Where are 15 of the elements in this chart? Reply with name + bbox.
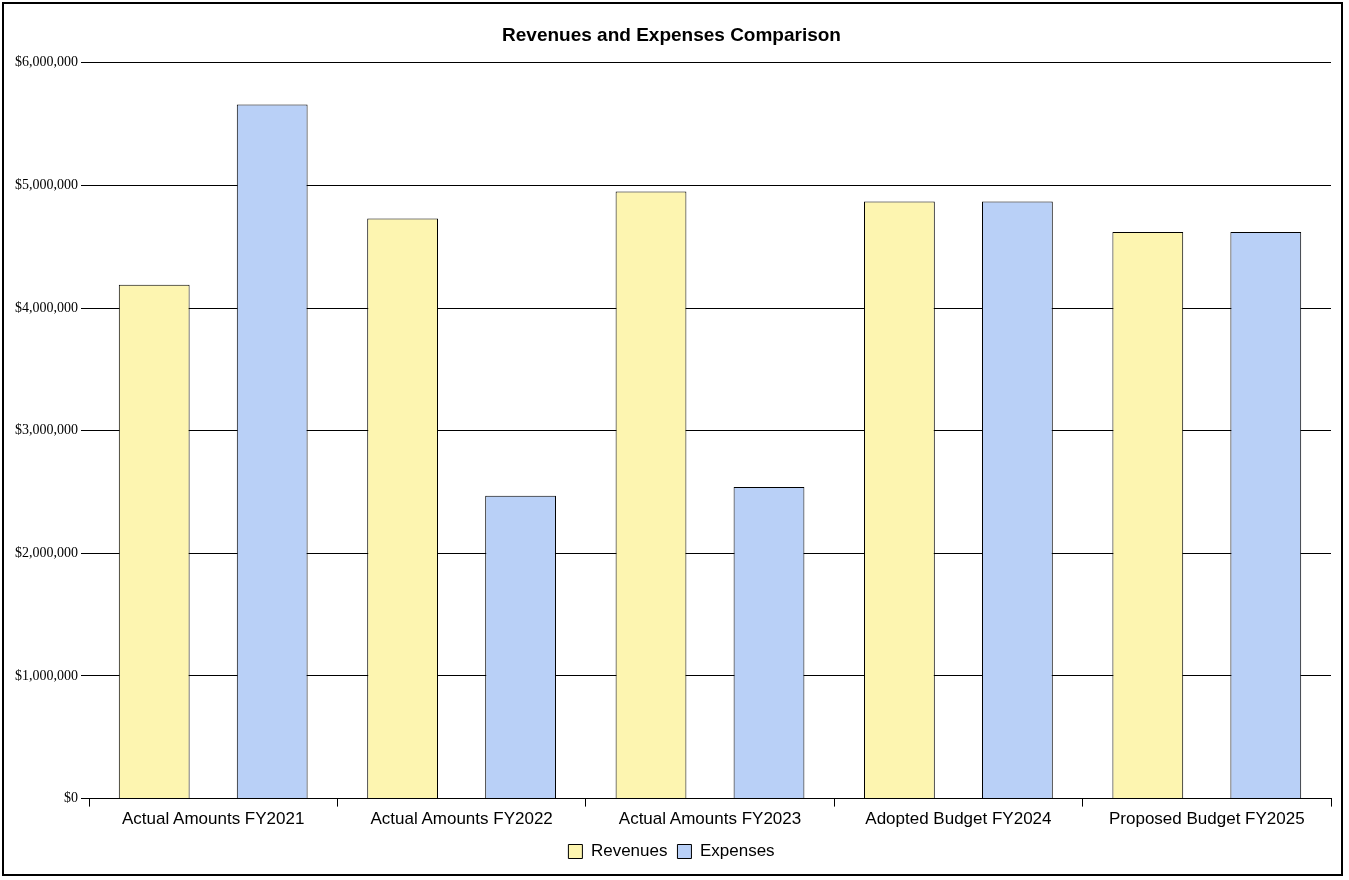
x-tick-label: Proposed Budget FY2025 bbox=[1108, 809, 1305, 829]
y-tick-label: $3,000,000 bbox=[15, 422, 78, 438]
x-tick-label: Actual Amounts FY2021 bbox=[122, 809, 305, 829]
chart-title: Revenues and Expenses Comparison bbox=[502, 23, 841, 45]
y-tick-label: $4,000,000 bbox=[15, 299, 78, 315]
y-tick-label: $5,000,000 bbox=[15, 177, 78, 193]
x-tick-label: Adopted Budget FY2024 bbox=[865, 809, 1052, 829]
y-tick-label: $1,000,000 bbox=[15, 667, 78, 683]
y-tick-label: $6,000,000 bbox=[15, 54, 78, 70]
legend-label: Expenses bbox=[699, 841, 775, 861]
y-tick-label: $2,000,000 bbox=[15, 545, 78, 561]
y-tick-label: $0 bbox=[64, 790, 78, 806]
legend-label: Revenues bbox=[590, 841, 668, 861]
x-tick-label: Actual Amounts FY2023 bbox=[618, 809, 802, 829]
x-tick-label: Actual Amounts FY2022 bbox=[370, 809, 553, 829]
